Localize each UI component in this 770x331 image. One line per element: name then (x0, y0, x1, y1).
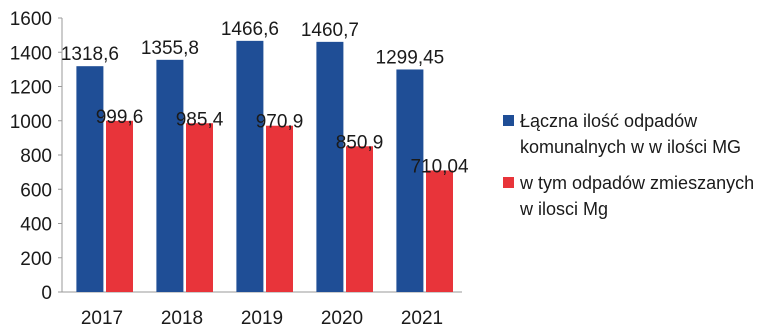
legend-swatch-total (503, 115, 514, 126)
bar-total (76, 66, 104, 292)
y-tick-label: 200 (20, 249, 52, 270)
legend-label-total: Łączna ilość odpadów komunalnych w w ilo… (520, 111, 742, 157)
bar-total (236, 40, 264, 292)
bar-total (156, 59, 184, 293)
legend-item-total: Łączna ilość odpadów komunalnych w w ilo… (503, 108, 768, 160)
x-axis: 2017 2018 2019 2020 2021 (81, 308, 443, 329)
y-tick-label: 1000 (10, 112, 52, 133)
y-axis: 0 200 400 600 800 1000 1200 1400 1600 (10, 9, 462, 304)
bar-mixed (266, 125, 293, 293)
y-tick-label: 800 (20, 146, 52, 167)
x-category-label: 2021 (401, 308, 443, 329)
data-label-mixed: 985,4 (176, 109, 224, 130)
bar-mixed (426, 170, 453, 292)
bar-mixed (346, 146, 373, 292)
bars (76, 40, 453, 293)
data-label-total: 1299,45 (376, 47, 445, 68)
bar-mixed (106, 120, 133, 292)
legend-label-mixed: w tym odpadów zmieszanych w ilosci Mg (520, 173, 755, 219)
data-label-total: 1466,6 (221, 19, 279, 40)
x-category-label: 2017 (81, 308, 123, 329)
y-tick-label: 1400 (10, 43, 52, 64)
data-label-mixed: 850,9 (336, 132, 384, 153)
y-tick-label: 400 (20, 215, 52, 236)
data-label-total: 1355,8 (141, 38, 199, 59)
x-category-label: 2019 (241, 308, 283, 329)
legend-item-mixed: w tym odpadów zmieszanych w ilosci Mg (503, 170, 768, 222)
data-label-total: 1318,6 (61, 44, 119, 65)
x-category-label: 2020 (321, 308, 363, 329)
y-tick-label: 1200 (10, 78, 52, 99)
data-label-total: 1460,7 (301, 20, 359, 41)
bar-total (396, 69, 424, 293)
data-label-mixed: 710,04 (410, 156, 469, 177)
y-tick-label: 1600 (10, 9, 52, 30)
y-tick-label: 0 (41, 283, 52, 304)
data-label-mixed: 999,6 (96, 107, 144, 128)
y-tick-label: 600 (20, 180, 52, 201)
bar-mixed (186, 123, 213, 293)
x-category-label: 2018 (161, 308, 203, 329)
bar-total (316, 41, 344, 292)
data-labels: 1318,6 999,6 1355,8 985,4 1466,6 970,9 1460,7 8… (61, 19, 469, 178)
data-label-mixed: 970,9 (256, 112, 304, 133)
legend-swatch-mixed (503, 177, 514, 188)
legend: Łączna ilość odpadów komunalnych w w ilo… (503, 108, 768, 232)
